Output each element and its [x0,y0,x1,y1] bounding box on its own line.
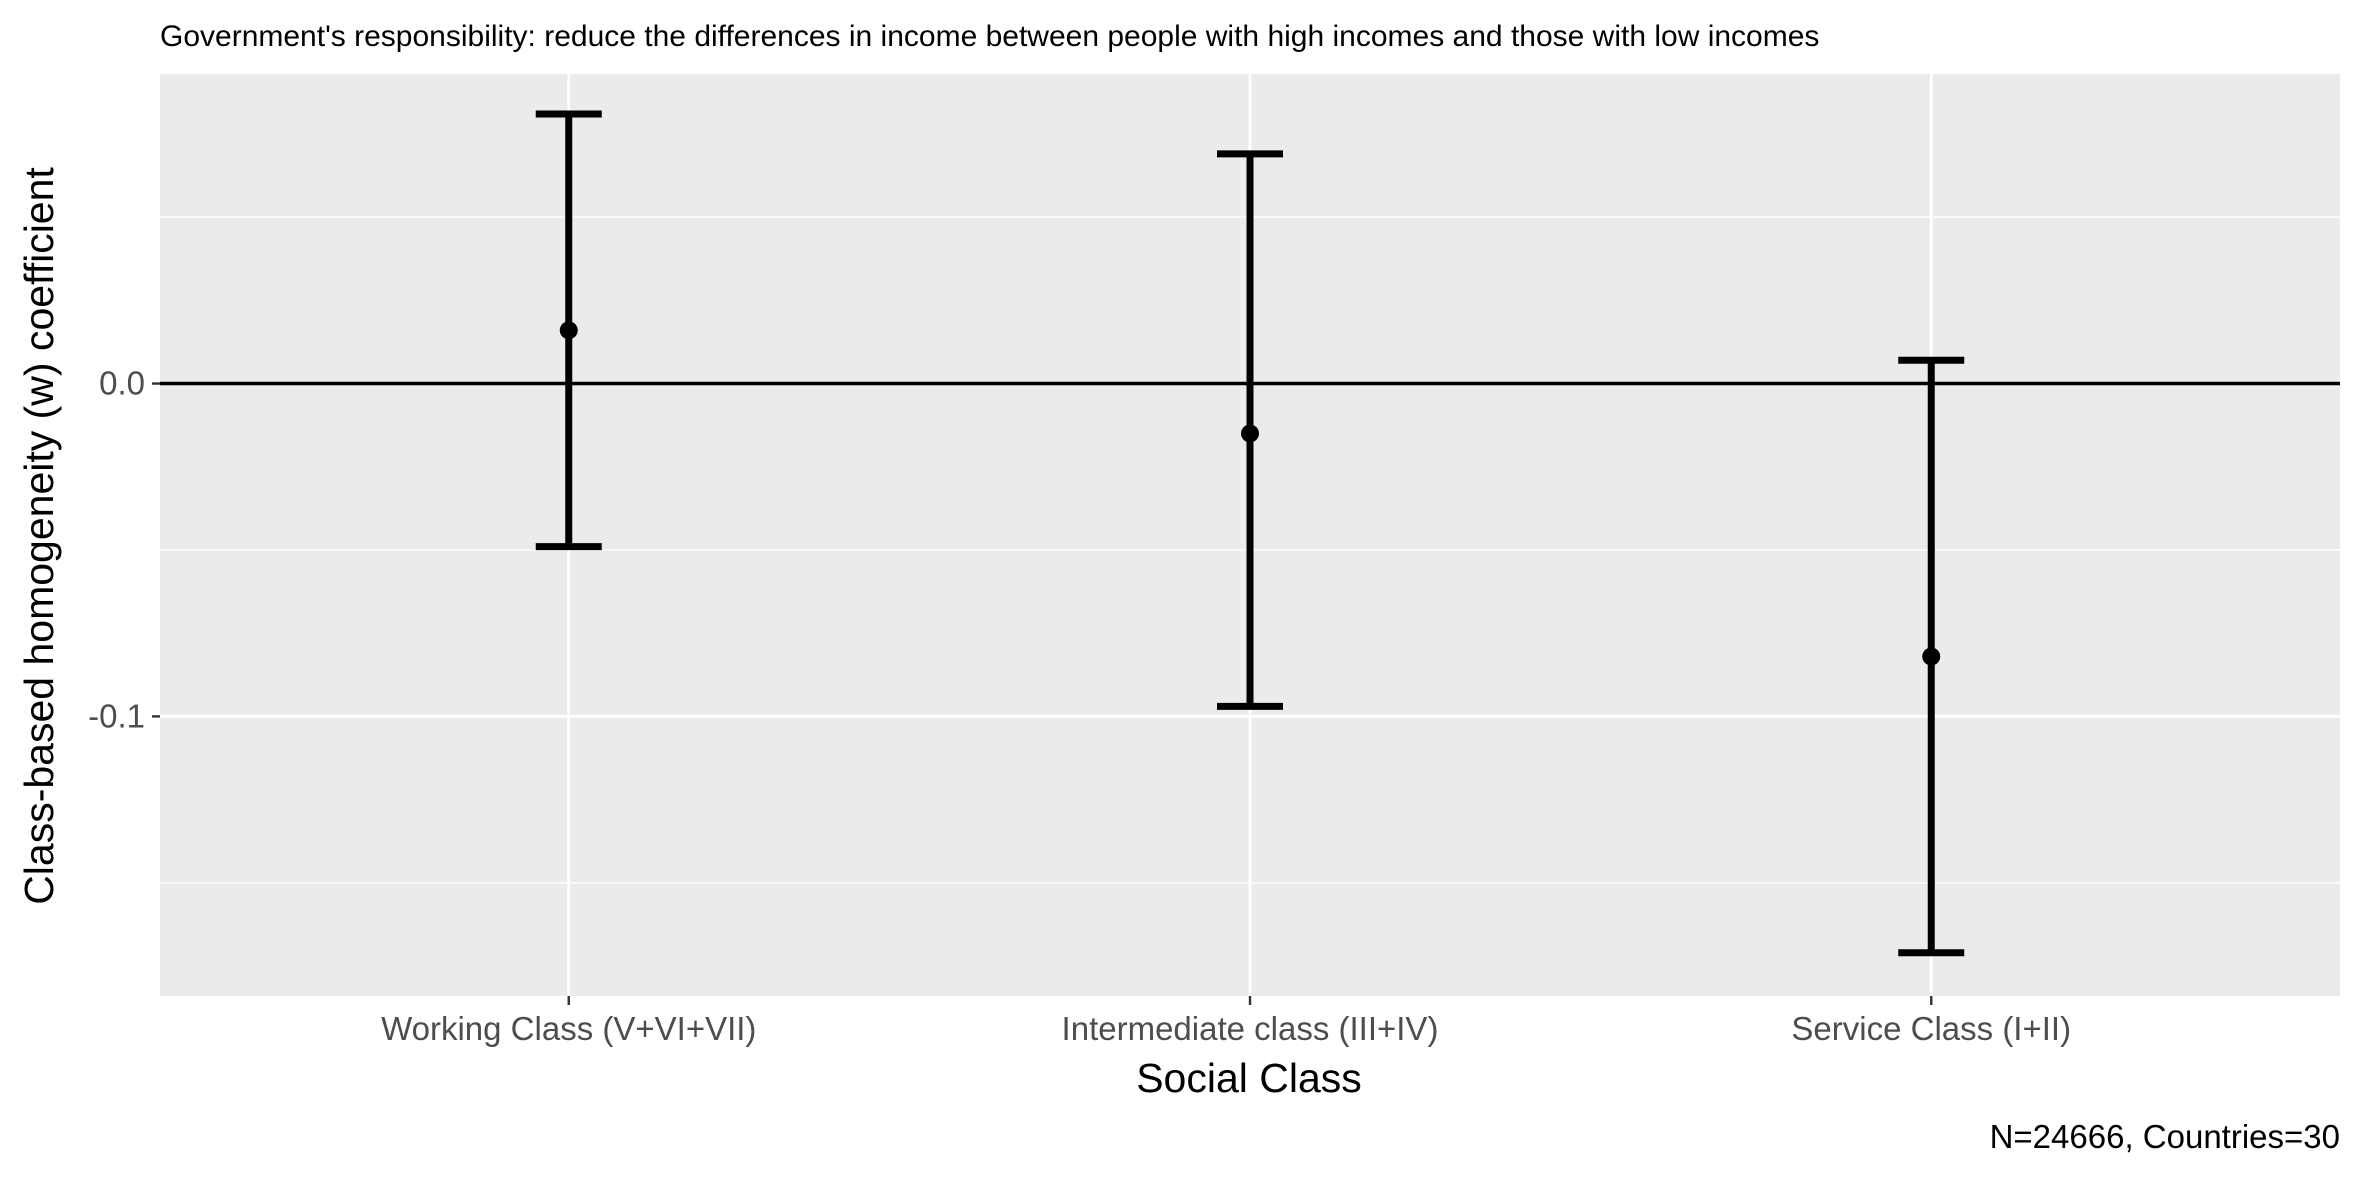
point-estimates [559,321,1941,666]
y-axis-title: Class-based homogeneity (w) coefficient [16,167,62,905]
x-tick-label-1: Intermediate class (III+IV) [1062,1010,1439,1047]
y-tick-label-0: 0.0 [99,365,145,402]
caption: N=24666, Countries=30 [1990,1118,2340,1155]
y-tick-label-1: -0.1 [88,697,145,734]
y-axis: 0.0 -0.1 [88,365,160,734]
x-tick-label-2: Service Class (I+II) [1791,1010,2071,1047]
x-tick-label-0: Working Class (V+VI+VII) [381,1010,756,1047]
point-estimate-1 [1241,424,1259,443]
point-estimate-2 [1922,647,1941,666]
point-estimate-0 [559,321,578,340]
x-axis-title: Social Class [1136,1055,1362,1101]
x-axis: Working Class (V+VI+VII) Intermediate cla… [381,996,2071,1047]
chart-title: Government's responsibility: reduce the … [160,20,1819,53]
